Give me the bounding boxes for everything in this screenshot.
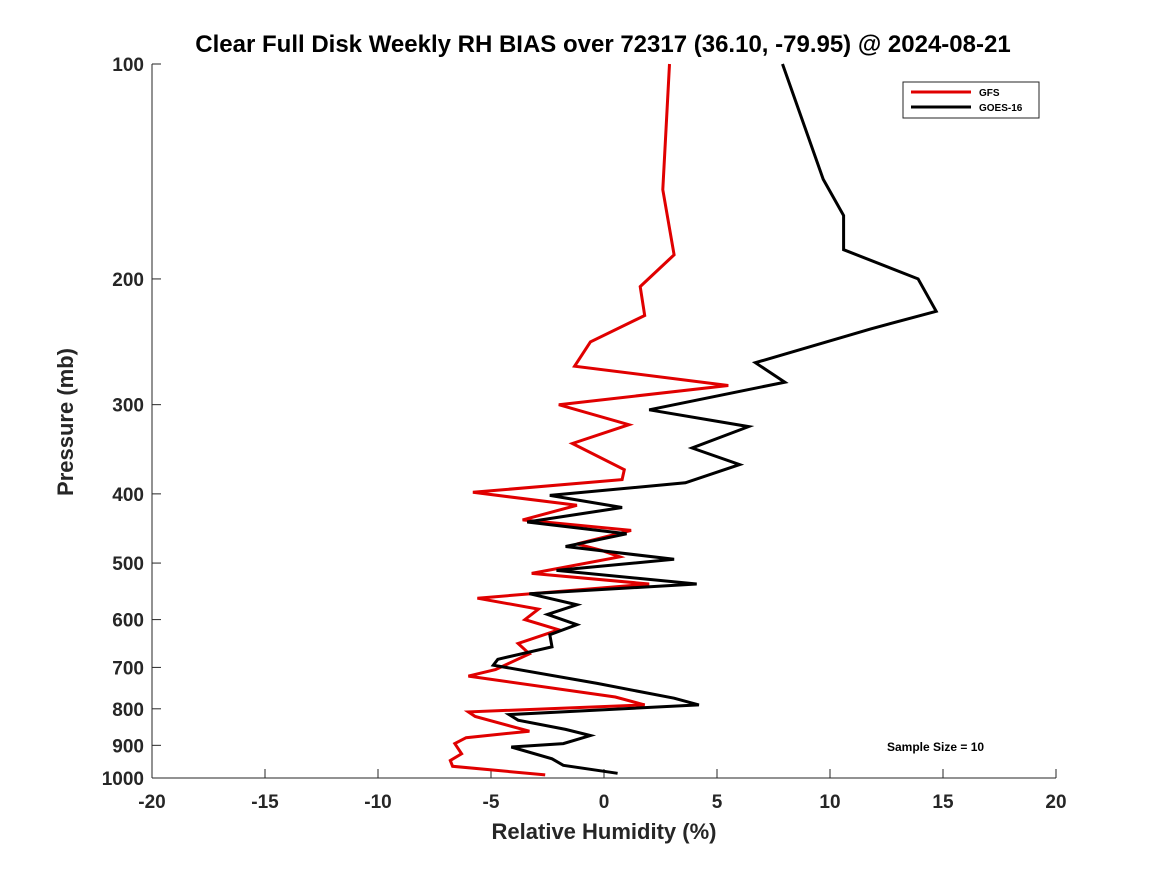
y-tick-label: 700: [112, 658, 144, 679]
x-tick-label: -10: [364, 792, 391, 813]
x-tick-label: -15: [251, 792, 279, 813]
x-tick-label: -20: [138, 792, 165, 813]
series-line-gfs: [448, 63, 729, 777]
y-tick-label: 200: [112, 270, 144, 291]
series-line-goes-16: [490, 63, 939, 775]
sample-size-annotation: Sample Size = 10: [887, 740, 984, 754]
x-axis-label: Relative Humidity (%): [492, 819, 717, 844]
legend-label-goes-16: GOES-16: [979, 103, 1023, 114]
x-tick-label: 15: [932, 792, 954, 813]
y-tick-label: 300: [112, 396, 144, 417]
x-tick-label: 0: [599, 792, 610, 813]
plot-area: -20 -15 -10 -5 0 5 10 15 20 100 200 300 400 500 600 700…: [102, 55, 1067, 813]
chart-title: Clear Full Disk Weekly RH BIAS over 7231…: [195, 31, 1010, 58]
y-tick-label: 800: [112, 700, 144, 721]
y-tick-label: 1000: [102, 769, 144, 790]
y-tick-label: 400: [112, 485, 144, 506]
y-tick-label: 500: [112, 554, 144, 575]
x-tick-label: 10: [819, 792, 840, 813]
y-axis-label: Pressure (mb): [53, 348, 78, 496]
x-tick-label: 5: [712, 792, 723, 813]
x-tick-label: -5: [483, 792, 500, 813]
legend-box: [902, 81, 1040, 119]
legend-label-gfs: GFS: [979, 88, 1000, 99]
y-tick-label: 900: [112, 736, 144, 757]
y-tick-label: 100: [112, 55, 144, 76]
y-tick-label: 600: [112, 611, 144, 632]
x-tick-label: 20: [1045, 792, 1066, 813]
